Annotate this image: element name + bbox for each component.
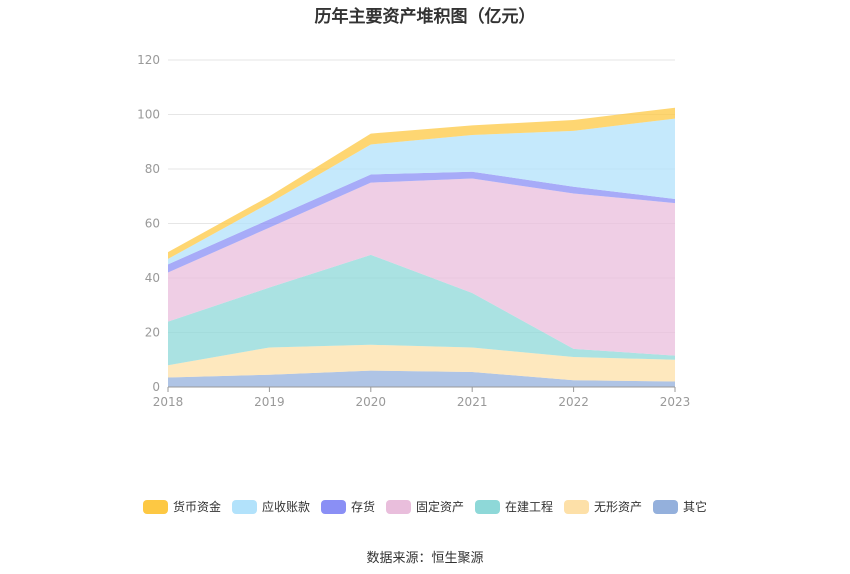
- y-tick-label: 0: [152, 380, 160, 394]
- legend-item[interactable]: 固定资产: [385, 498, 464, 515]
- y-tick-label: 120: [137, 53, 160, 67]
- legend-item[interactable]: 应收账款: [231, 498, 310, 515]
- legend-label: 存货: [350, 500, 375, 514]
- legend-swatch: [231, 499, 257, 514]
- data-source: 数据来源：恒生聚源: [366, 551, 484, 566]
- legend-label: 固定资产: [415, 500, 464, 514]
- x-tick-label: 2018: [153, 395, 184, 409]
- x-tick-label: 2020: [356, 395, 387, 409]
- legend-swatch: [385, 499, 411, 514]
- legend-item[interactable]: 无形资产: [564, 498, 642, 515]
- legend-swatch: [564, 499, 590, 514]
- legend-label: 货币资金: [172, 500, 221, 514]
- y-tick-label: 40: [145, 271, 160, 285]
- area-series-应收账款: [168, 118, 675, 265]
- x-tick-label: 2019: [254, 395, 285, 409]
- legend-item[interactable]: 货币资金: [142, 498, 221, 515]
- legend: 货币资金 应收账款 存货 固定资产 在建工程 无形资产 其它: [0, 498, 850, 515]
- legend-label: 其它: [683, 500, 708, 514]
- legend-label: 在建工程: [505, 500, 554, 514]
- area-series-其它: [168, 370, 675, 387]
- legend-swatch: [653, 499, 679, 514]
- y-tick-label: 20: [145, 326, 160, 340]
- x-tick-label: 2023: [660, 395, 691, 409]
- x-tick-label: 2022: [558, 395, 589, 409]
- legend-item[interactable]: 在建工程: [475, 498, 553, 515]
- legend-swatch: [142, 499, 168, 514]
- area-series-在建工程: [168, 254, 675, 366]
- legend-label: 无形资产: [594, 500, 643, 514]
- area-series-无形资产: [168, 344, 675, 382]
- area-series: [168, 107, 675, 387]
- legend-swatch: [320, 499, 346, 514]
- legend-swatch: [475, 499, 500, 514]
- legend-item[interactable]: 存货: [320, 498, 375, 515]
- legend-label: 应收账款: [261, 500, 310, 514]
- chart-title: 历年主要资产堆积图（亿元）: [314, 7, 536, 27]
- area-series-存货: [168, 171, 675, 273]
- legend-item[interactable]: 其它: [653, 498, 707, 515]
- y-tick-label: 80: [145, 162, 160, 176]
- axes: 0 20 40 60 80 100 120 2018 2019 2020 2021 2022 2023: [137, 53, 690, 409]
- y-tick-label: 60: [145, 217, 160, 231]
- x-tick-label: 2021: [457, 395, 488, 409]
- area-series-货币资金: [168, 107, 675, 259]
- area-series-固定资产: [168, 178, 675, 356]
- y-tick-label: 100: [137, 108, 160, 122]
